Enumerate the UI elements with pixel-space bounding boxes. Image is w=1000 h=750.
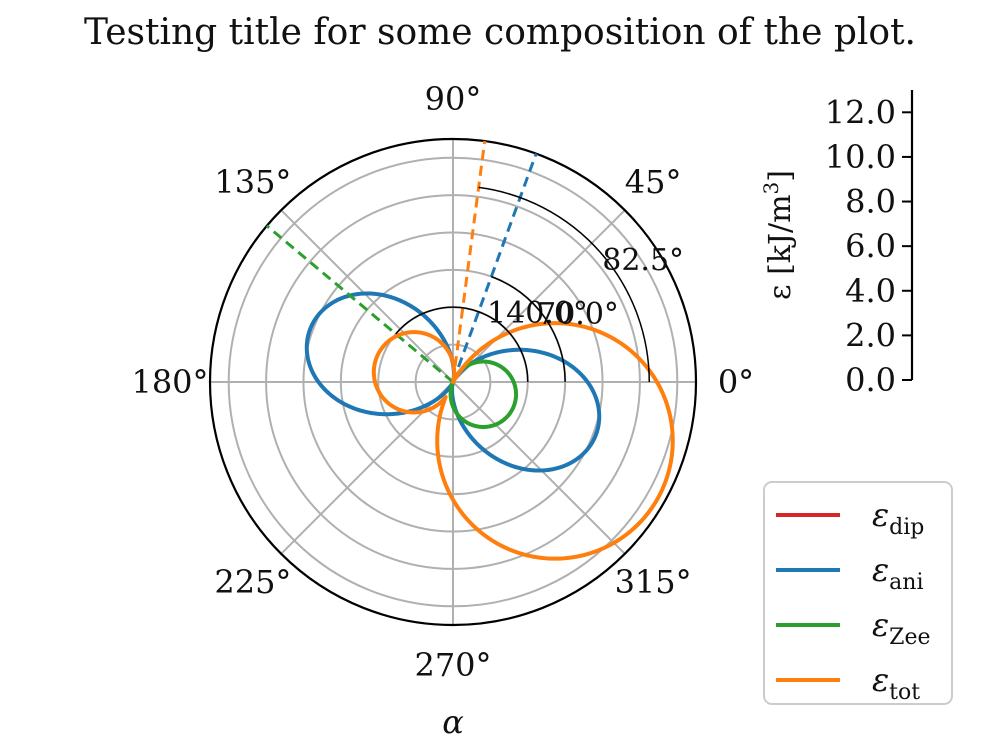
angle-tick-label: 225° [214,563,291,601]
legend-label-dip: εdip [872,496,924,540]
angle-marker-arc [491,275,566,383]
radial-axis-label: ε [kJ/m3] [759,170,798,300]
legend-label-tot: εtot [872,661,920,705]
angle-tick-label: 0° [718,363,754,401]
radial-axis-tick-label: 6.0 [845,227,896,265]
polar-grid [208,137,698,627]
angular-gridline [452,381,626,555]
series-curve-zee [448,359,519,429]
angle-markers: 140.0°70.0° 82.5° [395,186,684,383]
angle-tick-label: 45° [625,163,682,201]
radial-axis-tick-label: 8.0 [845,183,896,221]
radial-axis-tick-label: 2.0 [845,316,896,354]
angle-tick-label: 180° [131,363,208,401]
angle-marker-arc [478,186,651,383]
polar-frame [208,137,698,627]
angle-tick-label: 315° [615,563,692,601]
angular-gridline [280,381,454,555]
radial-axis-tick-label: 4.0 [845,272,896,310]
angle-tick-labels: 0° 45° 90° 135° 180° 225° 270° 315° [131,80,754,684]
angle-marker-label: 70.0° [537,297,619,332]
direction-line-ani [451,153,538,383]
polar-series [265,140,675,561]
angle-marker-label: 82.5° [602,243,684,278]
legend-label-ani: εani [872,551,924,595]
angle-tick-label: 135° [214,163,291,201]
legend-box [763,481,953,705]
legend: εdip εani εZee εtot [763,481,953,705]
chart-title: Testing title for some composition of th… [84,12,916,53]
direction-line-zee [265,224,454,384]
radial-axis-tick-label: 10.0 [825,138,896,176]
angular-gridline [452,209,626,383]
angular-gridline [280,209,454,383]
x-axis-label: α [442,703,464,741]
direction-line-tot [451,140,487,383]
angle-marker-arc [395,306,529,383]
angle-marker-label: 140.0° [487,296,588,331]
radial-colorbar-axis: 0.0 2.0 4.0 6.0 8.0 10.0 12.0 ε [kJ/m3] [759,90,914,399]
legend-label-zee: εZee [872,606,931,650]
angle-tick-label: 270° [414,646,491,684]
angle-tick-label: 90° [425,80,482,118]
radial-axis-tick-label: 12.0 [825,93,896,131]
series-curve-tot [371,321,675,561]
radial-axis-tick-label: 0.0 [845,361,896,399]
